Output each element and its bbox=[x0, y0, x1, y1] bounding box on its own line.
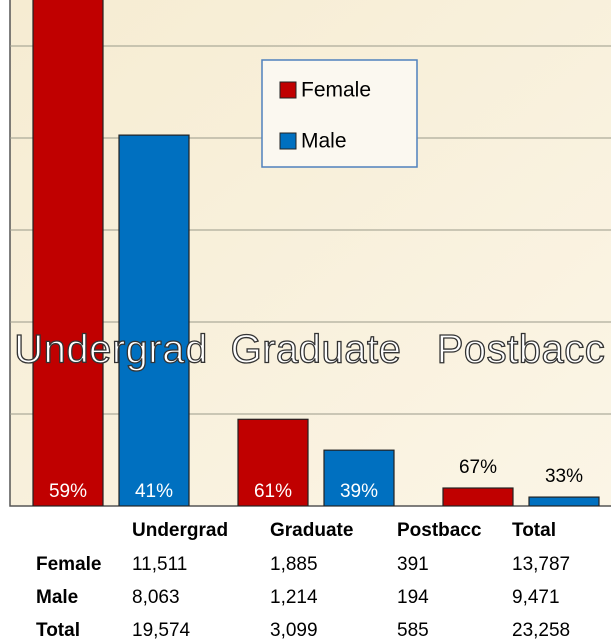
column-header: Undergrad bbox=[132, 520, 228, 541]
labels: Undergrad 59% 41% Graduate 61% 39% Postbacc 67%… bbox=[14, 327, 606, 502]
cell: 585 bbox=[397, 620, 429, 641]
column-header: Graduate bbox=[270, 520, 353, 541]
row-header: Male bbox=[36, 587, 78, 608]
cell: 8,063 bbox=[132, 587, 180, 608]
cell: 3,099 bbox=[270, 620, 318, 641]
cell: 23,258 bbox=[512, 620, 570, 641]
bar bbox=[237, 418, 309, 506]
cell: 391 bbox=[397, 554, 429, 575]
legend-swatch bbox=[279, 81, 297, 99]
grid bbox=[10, 45, 611, 415]
legend: Female Male bbox=[261, 59, 418, 168]
category-label: Postbacc bbox=[437, 328, 606, 372]
row-header: Female bbox=[36, 554, 101, 575]
category-label: Undergrad bbox=[14, 328, 208, 372]
cell: 13,787 bbox=[512, 554, 570, 575]
bar bbox=[32, 0, 104, 506]
cell: 194 bbox=[397, 587, 429, 608]
column-header: Postbacc bbox=[397, 520, 482, 541]
percent-label: 67% bbox=[459, 457, 497, 478]
data-table: Undergrad Graduate Postbacc Total Female 11,5… bbox=[36, 520, 570, 641]
bar bbox=[323, 449, 395, 506]
legend-swatch bbox=[279, 132, 297, 150]
cell: 1,885 bbox=[270, 554, 318, 575]
row-header: Total bbox=[36, 620, 80, 641]
legend-label: Female bbox=[301, 79, 371, 102]
cell: 9,471 bbox=[512, 587, 560, 608]
bar bbox=[528, 496, 600, 506]
cell: 1,214 bbox=[270, 587, 318, 608]
percent-label: 39% bbox=[340, 481, 378, 502]
category-label: Graduate bbox=[231, 328, 402, 372]
cell: 19,574 bbox=[132, 620, 191, 641]
percent-label: 61% bbox=[254, 481, 292, 502]
bar bbox=[118, 134, 190, 506]
percent-label: 33% bbox=[545, 466, 583, 487]
cell: 11,511 bbox=[132, 554, 187, 575]
legend-label: Male bbox=[301, 130, 347, 153]
bar bbox=[442, 487, 514, 506]
bars bbox=[32, 0, 600, 506]
percent-label: 59% bbox=[49, 481, 87, 502]
percent-label: 41% bbox=[135, 481, 173, 502]
column-header: Total bbox=[512, 520, 556, 541]
legend-box bbox=[261, 59, 418, 168]
